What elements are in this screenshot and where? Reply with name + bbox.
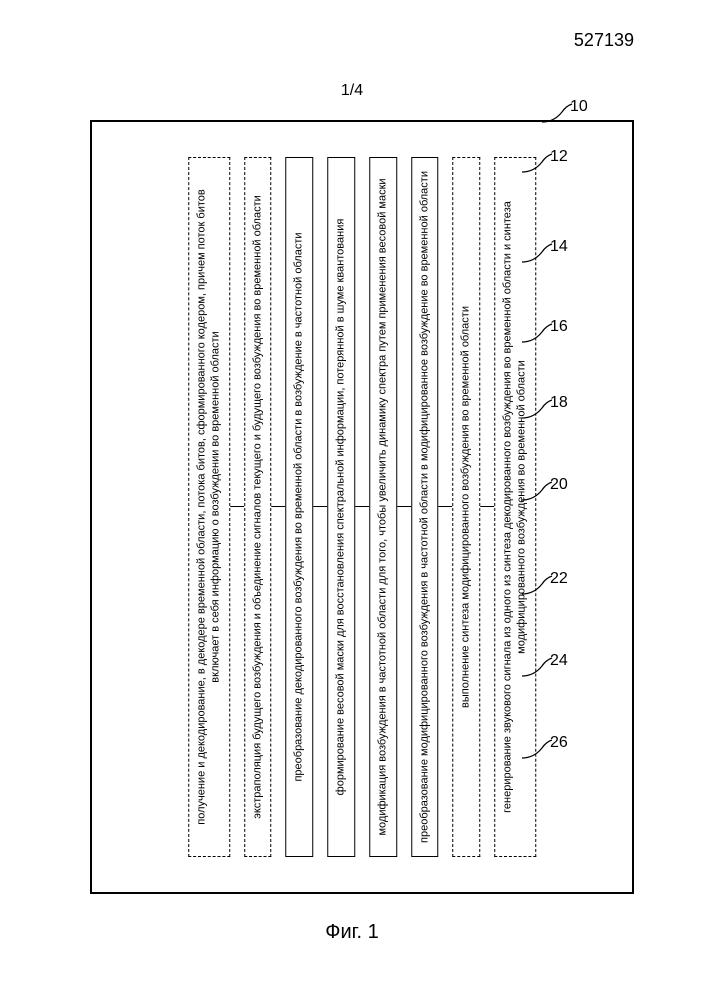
flow-connector xyxy=(355,507,369,508)
flow-step-22: преобразование модифицированного возбужд… xyxy=(411,157,439,857)
page-count: 1/4 xyxy=(341,82,363,100)
ref-22: 22 xyxy=(550,570,568,588)
ref-12: 12 xyxy=(550,148,568,166)
flow-step-24: выполнение синтеза модифицированного воз… xyxy=(453,157,481,857)
ref-10: 10 xyxy=(570,98,588,116)
ref-14: 14 xyxy=(550,238,568,256)
flow-step-16: преобразование декодированного возбужден… xyxy=(286,157,314,857)
ref-16: 16 xyxy=(550,318,568,336)
flow-connector xyxy=(439,507,453,508)
ref-26: 26 xyxy=(550,734,568,752)
figure-caption: Фиг. 1 xyxy=(325,921,378,944)
page: 527139 1/4 получение и декодирование, в … xyxy=(0,0,704,1000)
flow-connector xyxy=(272,507,286,508)
flow-step-20: модификация возбуждения в частотной обла… xyxy=(369,157,397,857)
flow-step-18: формирование весовой маски для восстанов… xyxy=(327,157,355,857)
document-number: 527139 xyxy=(574,30,634,51)
ref-18: 18 xyxy=(550,394,568,412)
flow-connector xyxy=(230,507,244,508)
flow-connector xyxy=(397,507,411,508)
flow-step-12: получение и декодирование, в декодере вр… xyxy=(188,157,230,857)
flowchart: получение и декодирование, в декодере вр… xyxy=(188,122,536,892)
ref-20: 20 xyxy=(550,476,568,494)
flow-connector xyxy=(480,507,494,508)
figure-frame: получение и декодирование, в декодере вр… xyxy=(90,120,634,894)
flow-connector xyxy=(313,507,327,508)
flow-step-14: экстраполяция будущего возбуждения и объ… xyxy=(244,157,272,857)
ref-24: 24 xyxy=(550,652,568,670)
